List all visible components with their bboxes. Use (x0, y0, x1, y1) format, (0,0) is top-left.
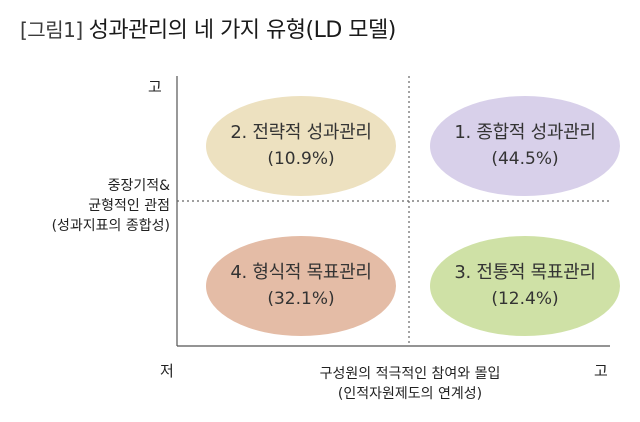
figure-tag: [그림1] (20, 18, 83, 42)
quadrant-percent: (44.5%) (491, 149, 559, 169)
y-axis-title-line: 균형적인 관점 (88, 198, 170, 214)
y-axis-high-label: 고 (148, 78, 162, 96)
quadrant-traditional: 3. 전통적 목표관리 (12.4%) (430, 236, 620, 336)
x-axis-title: 구성원의 적극적인 참여와 몰입 (인적자원제도의 연계성) (0, 364, 640, 404)
quadrant-percent: (12.4%) (491, 289, 559, 309)
x-axis-high-label: 고 (594, 362, 608, 380)
quadrant-name: 1. 종합적 성과관리 (454, 122, 596, 143)
quadrant-comprehensive: 1. 종합적 성과관리 (44.5%) (430, 96, 620, 196)
x-axis-title-line: (인적자원제도의 연계성) (337, 386, 483, 402)
quadrant-percent: (32.1%) (267, 289, 335, 309)
quadrant-strategic: 2. 전략적 성과관리 (10.9%) (206, 96, 396, 196)
figure-title: [그림1] 성과관리의 네 가지 유형(LD 모델) (20, 12, 396, 44)
quadrant-formal: 4. 형식적 목표관리 (32.1%) (206, 236, 396, 336)
origin-low-label: 저 (160, 362, 174, 380)
quadrant-percent: (10.9%) (267, 149, 335, 169)
x-axis-title-line: 구성원의 적극적인 참여와 몰입 (319, 366, 501, 382)
quadrant-name: 3. 전통적 목표관리 (454, 262, 596, 283)
quadrant-name: 2. 전략적 성과관리 (230, 122, 372, 143)
quadrant-name: 4. 형식적 목표관리 (230, 262, 372, 283)
y-axis-title-line: 중장기적& (107, 178, 170, 194)
y-axis-title-line: (성과지표의 종합성) (51, 218, 170, 234)
figure-title-text: 성과관리의 네 가지 유형(LD 모델) (88, 18, 397, 43)
y-axis-title: 중장기적& 균형적인 관점 (성과지표의 종합성) (52, 176, 170, 236)
